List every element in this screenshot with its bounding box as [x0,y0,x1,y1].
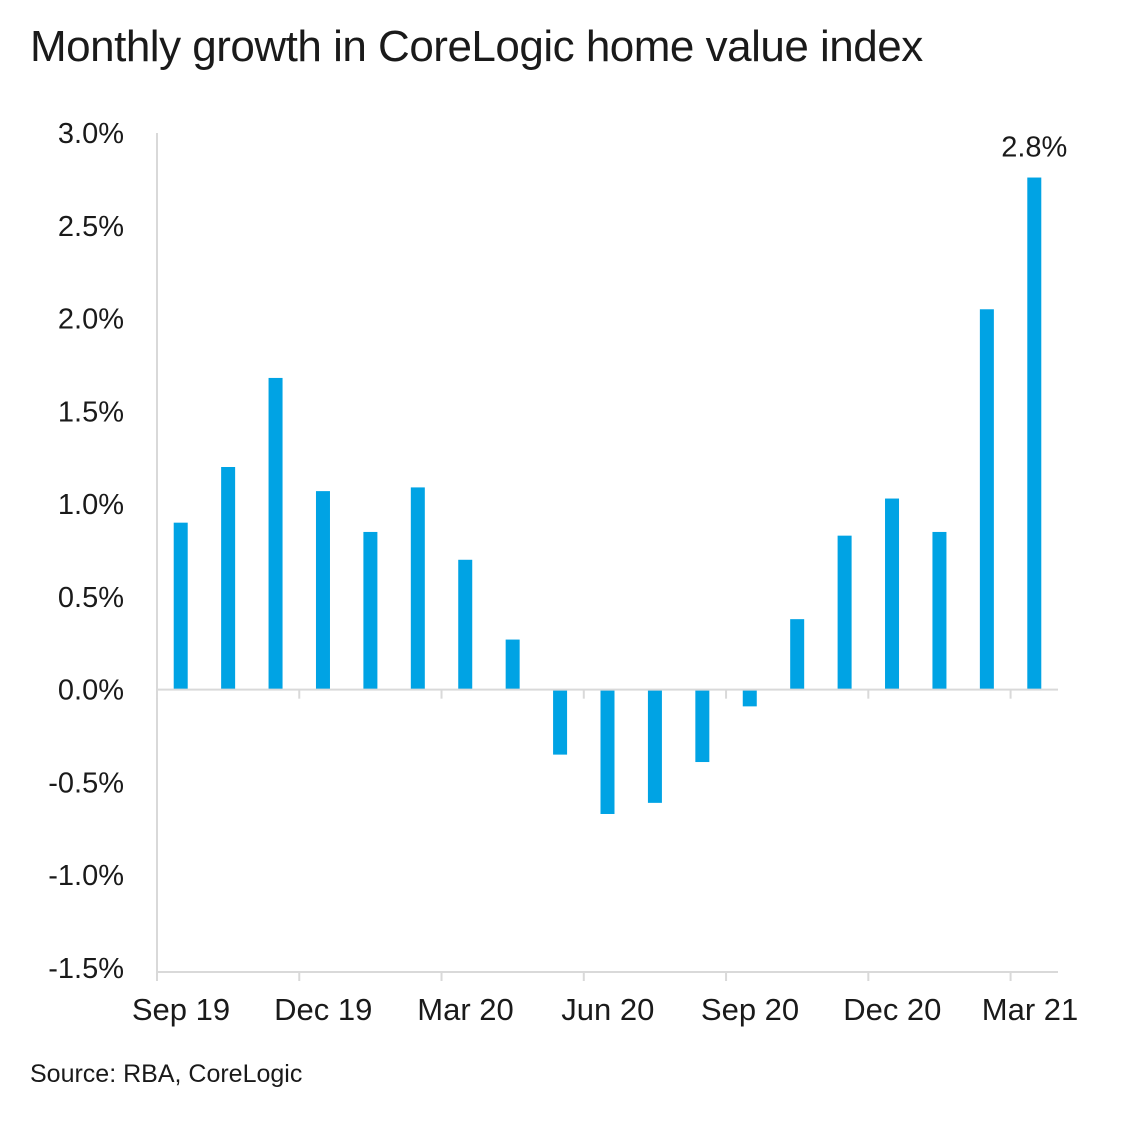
bar [647,689,662,803]
bar [363,531,378,690]
data-label: 2.8% [1001,132,1067,164]
x-tick-label: Dec 20 [843,992,941,1027]
y-tick-label: 3.0% [58,118,124,150]
bar [695,689,710,763]
bar [315,491,330,690]
x-tick-label: Dec 19 [274,992,372,1027]
bar [268,377,283,690]
bar [885,498,900,690]
y-tick-label: -1.0% [48,860,124,892]
bar [979,309,994,690]
chart-title: Monthly growth in CoreLogic home value i… [30,22,923,71]
x-tick-label: Sep 20 [701,992,799,1027]
y-tick-label: 1.0% [58,489,124,521]
bar [221,467,236,690]
x-tick-label: Mar 21 [982,992,1078,1027]
y-tick-label: 2.5% [58,211,124,243]
bar [173,522,188,690]
bar [458,559,473,690]
x-tick-label: Sep 19 [132,992,230,1027]
x-tick-label: Mar 20 [417,992,513,1027]
x-tick-label: Jun 20 [561,992,654,1027]
y-tick-label: 2.0% [58,304,124,336]
y-tick-label: -0.5% [48,767,124,799]
bar [505,639,520,690]
y-tick-label: -1.5% [48,953,124,985]
bar [837,535,852,690]
bar [742,689,757,707]
bar [410,487,425,690]
y-tick-label: 0.5% [58,582,124,614]
source-note: Source: RBA, CoreLogic [30,1060,303,1088]
y-tick-label: 0.0% [58,675,124,707]
y-tick-label: 1.5% [58,396,124,428]
bar [553,689,568,755]
bar [932,531,947,690]
bar [790,619,805,690]
bar [600,689,615,814]
bar [1027,177,1042,690]
